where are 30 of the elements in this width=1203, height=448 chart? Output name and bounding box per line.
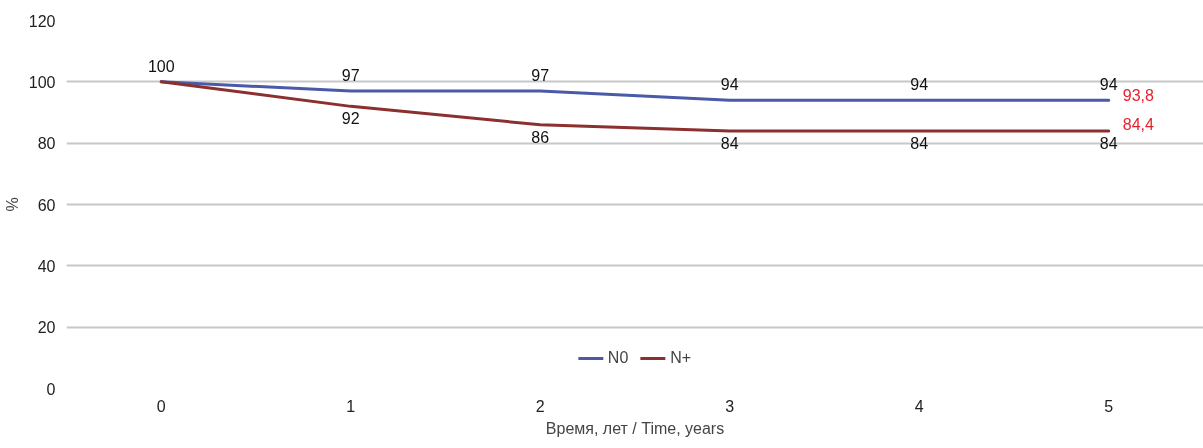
data-label: 97 bbox=[341, 67, 360, 85]
y-axis-title: % bbox=[3, 197, 21, 212]
data-label: 94 bbox=[910, 76, 929, 94]
x-tick-label: 1 bbox=[346, 397, 356, 415]
y-tick-label: 120 bbox=[28, 12, 56, 30]
data-label: 84 bbox=[1099, 134, 1118, 152]
data-label: 100 bbox=[147, 57, 175, 75]
data-label: 84 bbox=[720, 134, 739, 152]
data-label: 97 bbox=[531, 67, 550, 85]
data-label: 94 bbox=[720, 76, 739, 94]
y-tick-label: 60 bbox=[37, 196, 56, 214]
y-tick-label: 20 bbox=[37, 319, 56, 337]
x-tick-label: 2 bbox=[535, 397, 545, 415]
x-tick-label: 4 bbox=[914, 397, 924, 415]
y-tick-label: 0 bbox=[46, 380, 56, 398]
data-label: 94 bbox=[1099, 76, 1118, 94]
data-label: 84 bbox=[910, 134, 929, 152]
x-axis-title: Время, лет / Time, years bbox=[545, 419, 725, 437]
x-tick-label: 5 bbox=[1104, 397, 1114, 415]
legend-label: N+ bbox=[670, 349, 692, 367]
data-label: 86 bbox=[531, 128, 550, 146]
data-label: 92 bbox=[341, 110, 360, 128]
legend-label: N0 bbox=[607, 349, 629, 367]
annotation: 93,8 bbox=[1122, 86, 1154, 104]
y-tick-label: 80 bbox=[37, 135, 56, 153]
y-tick-label: 100 bbox=[28, 73, 56, 91]
x-tick-label: 0 bbox=[156, 397, 166, 415]
y-tick-label: 40 bbox=[37, 257, 56, 275]
x-tick-label: 3 bbox=[725, 397, 735, 415]
annotation: 84,4 bbox=[1122, 115, 1154, 133]
